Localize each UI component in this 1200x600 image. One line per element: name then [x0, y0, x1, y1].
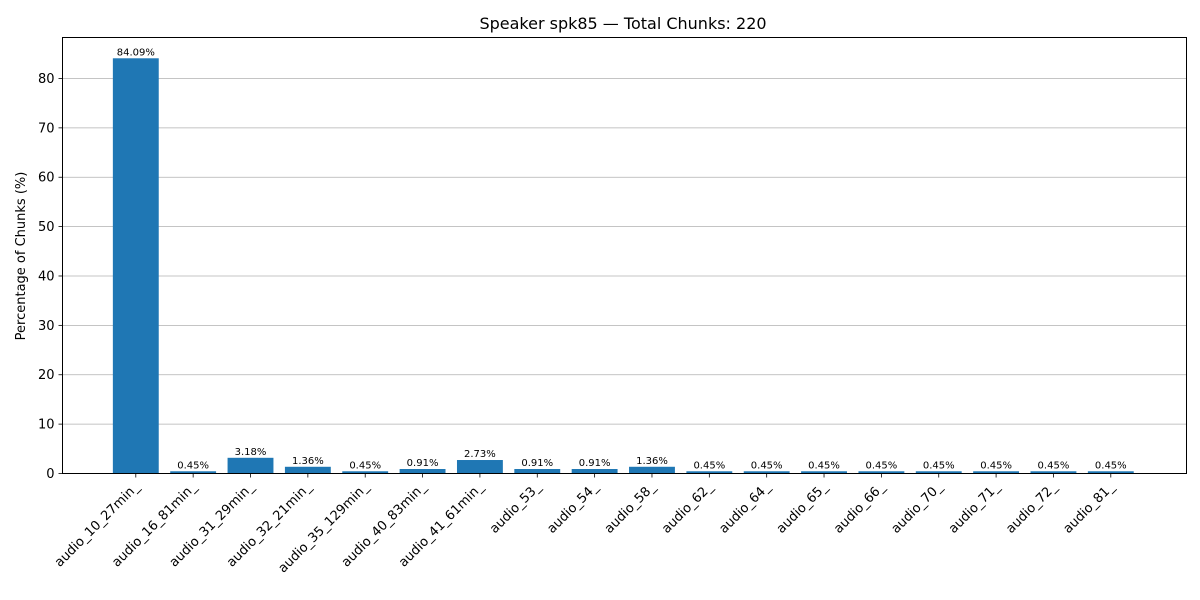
bar	[858, 471, 905, 474]
y-axis-title: Percentage of Chunks (%)	[14, 172, 29, 341]
x-tick-label: audio_72_	[1003, 479, 1060, 536]
data-label: 0.45%	[1095, 460, 1127, 471]
y-tick-label: 60	[38, 171, 55, 186]
x-tick-label: audio_58_	[602, 479, 659, 536]
bar	[456, 460, 503, 474]
bars	[112, 58, 1134, 474]
x-tick-label: audio_66_	[831, 479, 888, 536]
x-tick-label: audio_70_	[889, 479, 946, 536]
data-label: 3.18%	[235, 447, 267, 458]
y-tick-label: 40	[38, 269, 55, 284]
x-tick-label: audio_54_	[544, 479, 601, 536]
x-tick-label: audio_62_	[659, 479, 716, 536]
data-label: 0.45%	[751, 460, 783, 471]
y-tick-label: 10	[38, 418, 55, 433]
data-label: 0.91%	[407, 458, 439, 469]
x-tick-label: audio_64_	[717, 479, 774, 536]
bar	[973, 471, 1020, 474]
y-tick-label: 20	[38, 368, 55, 383]
y-tick-label: 50	[38, 220, 55, 235]
bar	[1087, 471, 1134, 474]
data-label: 0.91%	[579, 458, 611, 469]
bar	[399, 469, 446, 474]
data-label: 0.45%	[980, 460, 1012, 471]
chart-title: Speaker spk85 — Total Chunks: 220	[479, 14, 766, 33]
y-tick-label: 80	[38, 72, 55, 87]
data-label: 84.09%	[117, 47, 155, 58]
data-labels: 84.09% 0.45% 3.18% 1.36% 0.45% 0.91% 2.73% 0.91…	[117, 47, 1127, 471]
data-label: 0.91%	[521, 458, 553, 469]
y-tick-label: 70	[38, 121, 55, 136]
y-tick-label: 30	[38, 319, 55, 334]
bar	[514, 469, 561, 474]
x-tick-label: audio_65_	[774, 479, 831, 536]
bar	[170, 471, 217, 474]
bar	[284, 466, 331, 474]
x-axis-ticks: audio_10_27min_audio_16_81min_audio_31_2…	[52, 473, 1118, 576]
data-label: 1.36%	[292, 456, 324, 467]
gridlines	[62, 78, 1187, 425]
bar	[342, 471, 389, 474]
data-label: 0.45%	[177, 460, 209, 471]
plot-frame	[62, 37, 1187, 474]
y-tick-label: 0	[46, 467, 54, 482]
x-tick-label: audio_81_	[1061, 479, 1118, 536]
y-axis-ticks: 0 10 20 30 40 50 60 70 80	[38, 72, 63, 482]
x-tick-label: audio_71_	[946, 479, 1003, 536]
bar	[571, 469, 618, 474]
data-label: 0.45%	[865, 460, 897, 471]
bar	[743, 471, 790, 474]
bar	[112, 58, 159, 474]
data-label: 0.45%	[349, 460, 381, 471]
bar	[227, 457, 274, 474]
data-label: 0.45%	[1038, 460, 1070, 471]
bar	[1030, 471, 1077, 474]
data-label: 0.45%	[923, 460, 955, 471]
x-tick-label: audio_53_	[487, 479, 544, 536]
data-label: 2.73%	[464, 449, 496, 460]
bar	[629, 466, 675, 474]
data-label: 0.45%	[693, 460, 725, 471]
bar	[915, 471, 962, 474]
bar	[801, 471, 847, 474]
data-label: 0.45%	[808, 460, 840, 471]
bar	[686, 471, 733, 474]
data-label: 1.36%	[636, 456, 668, 467]
